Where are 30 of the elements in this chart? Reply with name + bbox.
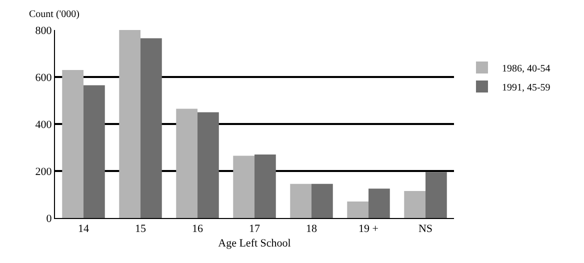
- legend-label: 1986, 40-54: [502, 63, 550, 74]
- x-tick-label: 18: [306, 223, 318, 236]
- y-tick-label: 800: [35, 24, 52, 37]
- y-tick-label: 600: [35, 72, 52, 84]
- x-axis-title: Age Left School: [218, 237, 291, 250]
- bar: [347, 202, 368, 218]
- bar: [84, 85, 105, 218]
- bar: [426, 172, 447, 218]
- y-tick-label: 200: [35, 166, 52, 178]
- bar: [62, 70, 84, 218]
- bar: [198, 112, 219, 218]
- legend-label: 1991, 45-59: [502, 82, 550, 94]
- bar: [233, 156, 254, 218]
- x-tick-label: 17: [249, 223, 260, 236]
- y-axis-title: Count ('000): [29, 9, 80, 20]
- bar: [368, 188, 390, 218]
- bar: [404, 190, 426, 218]
- x-tick-label: 15: [135, 223, 146, 236]
- bar: [290, 184, 312, 218]
- bar: [176, 108, 198, 218]
- bar: [140, 38, 162, 218]
- y-tick-label: 400: [35, 118, 52, 131]
- x-tick-label: 14: [78, 223, 90, 236]
- x-tick-label: 16: [192, 223, 204, 236]
- bar: [254, 154, 276, 218]
- y-tick-label: 0: [46, 212, 52, 225]
- bar: [312, 184, 333, 218]
- bar: [119, 30, 140, 218]
- x-tick-label: 19 +: [358, 223, 378, 236]
- x-tick-label: NS: [418, 223, 433, 236]
